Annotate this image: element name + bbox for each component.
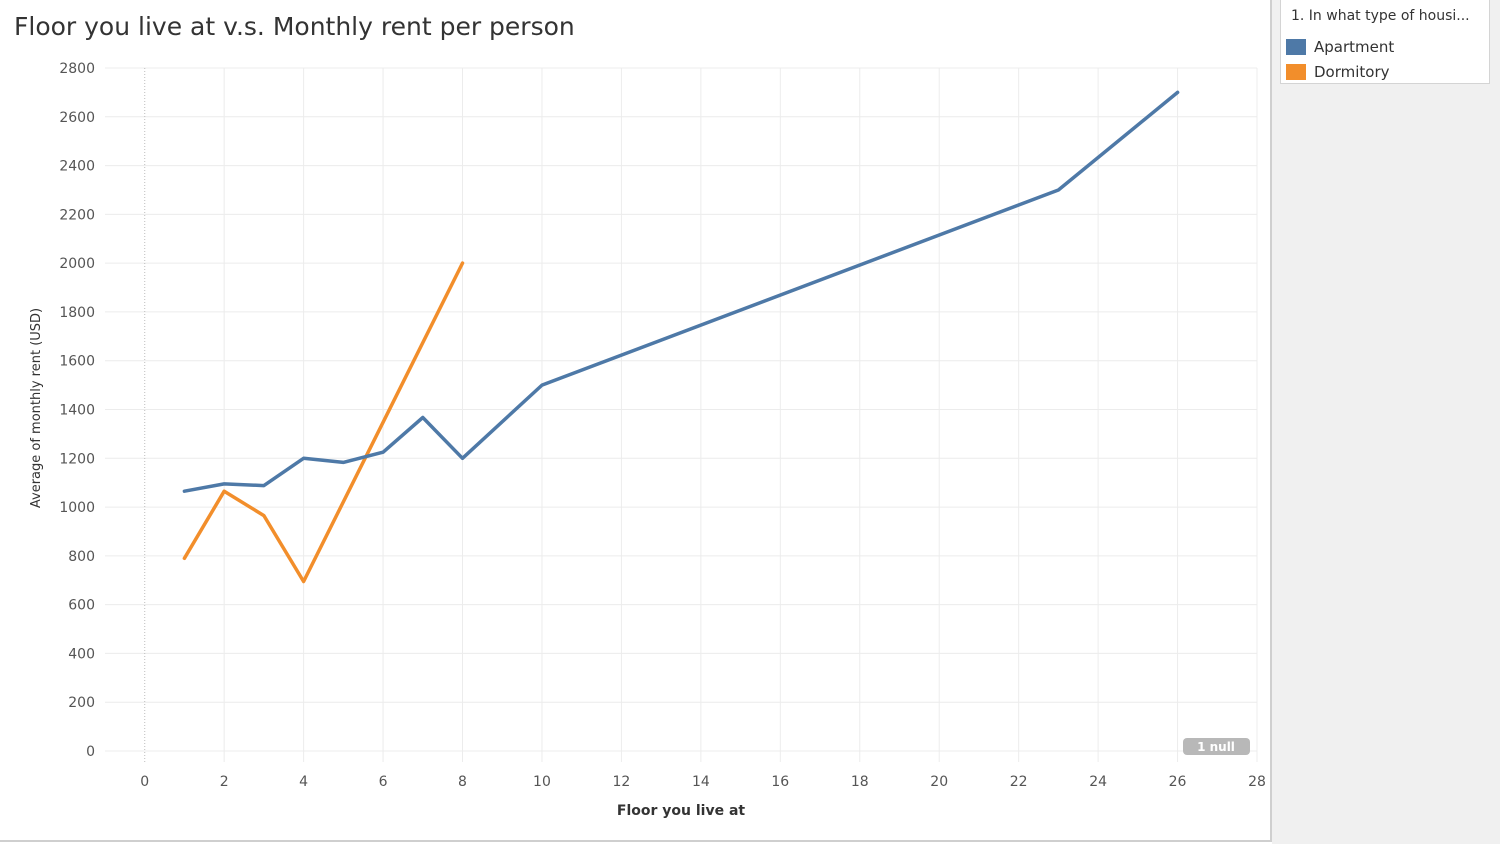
data-point-apartment[interactable] bbox=[338, 457, 348, 467]
x-tick-label: 0 bbox=[140, 774, 149, 790]
y-tick-label: 2600 bbox=[59, 110, 95, 126]
y-tick-label: 0 bbox=[86, 744, 95, 760]
legend-title: 1. In what type of housi... bbox=[1291, 8, 1470, 24]
y-tick-label: 600 bbox=[68, 598, 95, 614]
legend-label-dormitory: Dormitory bbox=[1314, 63, 1390, 81]
x-tick-label: 24 bbox=[1089, 774, 1107, 790]
y-tick-label: 400 bbox=[68, 646, 95, 662]
grid-layer bbox=[105, 67, 1258, 762]
data-point-apartment[interactable] bbox=[458, 453, 468, 463]
x-tick-label: 6 bbox=[379, 774, 388, 790]
x-tick-label: 28 bbox=[1248, 774, 1266, 790]
x-tick-label: 16 bbox=[771, 774, 789, 790]
data-point-apartment[interactable] bbox=[259, 481, 269, 491]
legend-label-apartment: Apartment bbox=[1314, 38, 1395, 56]
series-line-apartment[interactable] bbox=[182, 90, 1180, 493]
y-tick-label: 2400 bbox=[59, 159, 95, 175]
y-tick-label: 2200 bbox=[59, 207, 95, 223]
data-point-apartment[interactable] bbox=[179, 486, 189, 496]
data-point-apartment[interactable] bbox=[299, 453, 309, 463]
series-line-dormitory[interactable] bbox=[182, 261, 465, 584]
y-axis-label: Average of monthly rent (USD) bbox=[29, 308, 44, 508]
legend-swatch-apartment bbox=[1286, 39, 1306, 55]
x-tick-label: 20 bbox=[930, 774, 948, 790]
chart-title: Floor you live at v.s. Monthly rent per … bbox=[14, 12, 575, 41]
x-tick-label: 22 bbox=[1010, 774, 1028, 790]
color-legend[interactable]: 1. In what type of housi... Apartment Do… bbox=[1280, 0, 1490, 84]
data-point-apartment[interactable] bbox=[418, 413, 428, 423]
data-point-apartment[interactable] bbox=[378, 447, 388, 457]
x-tick-label: 26 bbox=[1169, 774, 1187, 790]
axis-layer: 0200400600800100012001400160018002000220… bbox=[59, 61, 1266, 790]
x-tick-label: 8 bbox=[458, 774, 467, 790]
x-tick-label: 18 bbox=[851, 774, 869, 790]
y-tick-label: 2800 bbox=[59, 61, 95, 77]
x-tick-label: 12 bbox=[612, 774, 630, 790]
line-chart[interactable]: 0200400600800100012001400160018002000220… bbox=[0, 0, 1270, 840]
data-point-dormitory[interactable] bbox=[179, 553, 189, 563]
y-tick-label: 2000 bbox=[59, 256, 95, 272]
null-badge-label: 1 null bbox=[1197, 740, 1235, 754]
null-badge-bg bbox=[1183, 738, 1250, 755]
x-tick-label: 2 bbox=[220, 774, 229, 790]
series-layer bbox=[179, 87, 1183, 586]
y-tick-label: 1000 bbox=[59, 500, 95, 516]
data-point-apartment[interactable] bbox=[219, 479, 229, 489]
y-tick-label: 1800 bbox=[59, 305, 95, 321]
data-point-apartment[interactable] bbox=[537, 380, 547, 390]
y-tick-label: 1400 bbox=[59, 403, 95, 419]
data-point-apartment[interactable] bbox=[1053, 185, 1063, 195]
x-tick-label: 10 bbox=[533, 774, 551, 790]
y-tick-label: 1600 bbox=[59, 354, 95, 370]
data-point-dormitory[interactable] bbox=[299, 576, 309, 586]
data-point-apartment[interactable] bbox=[1173, 87, 1183, 97]
y-tick-label: 200 bbox=[68, 695, 95, 711]
x-axis-label: Floor you live at bbox=[617, 803, 746, 819]
legend-swatch-dormitory bbox=[1286, 64, 1306, 80]
x-tick-label: 4 bbox=[299, 774, 308, 790]
x-tick-label: 14 bbox=[692, 774, 710, 790]
y-tick-label: 800 bbox=[68, 549, 95, 565]
side-pane: 1. In what type of housi... Apartment Do… bbox=[1272, 0, 1500, 844]
null-indicator[interactable]: 1 null bbox=[1183, 738, 1250, 755]
y-tick-label: 1200 bbox=[59, 451, 95, 467]
chart-pane: Floor you live at v.s. Monthly rent per … bbox=[0, 0, 1272, 842]
data-point-dormitory[interactable] bbox=[458, 258, 468, 268]
data-point-dormitory[interactable] bbox=[259, 511, 269, 521]
